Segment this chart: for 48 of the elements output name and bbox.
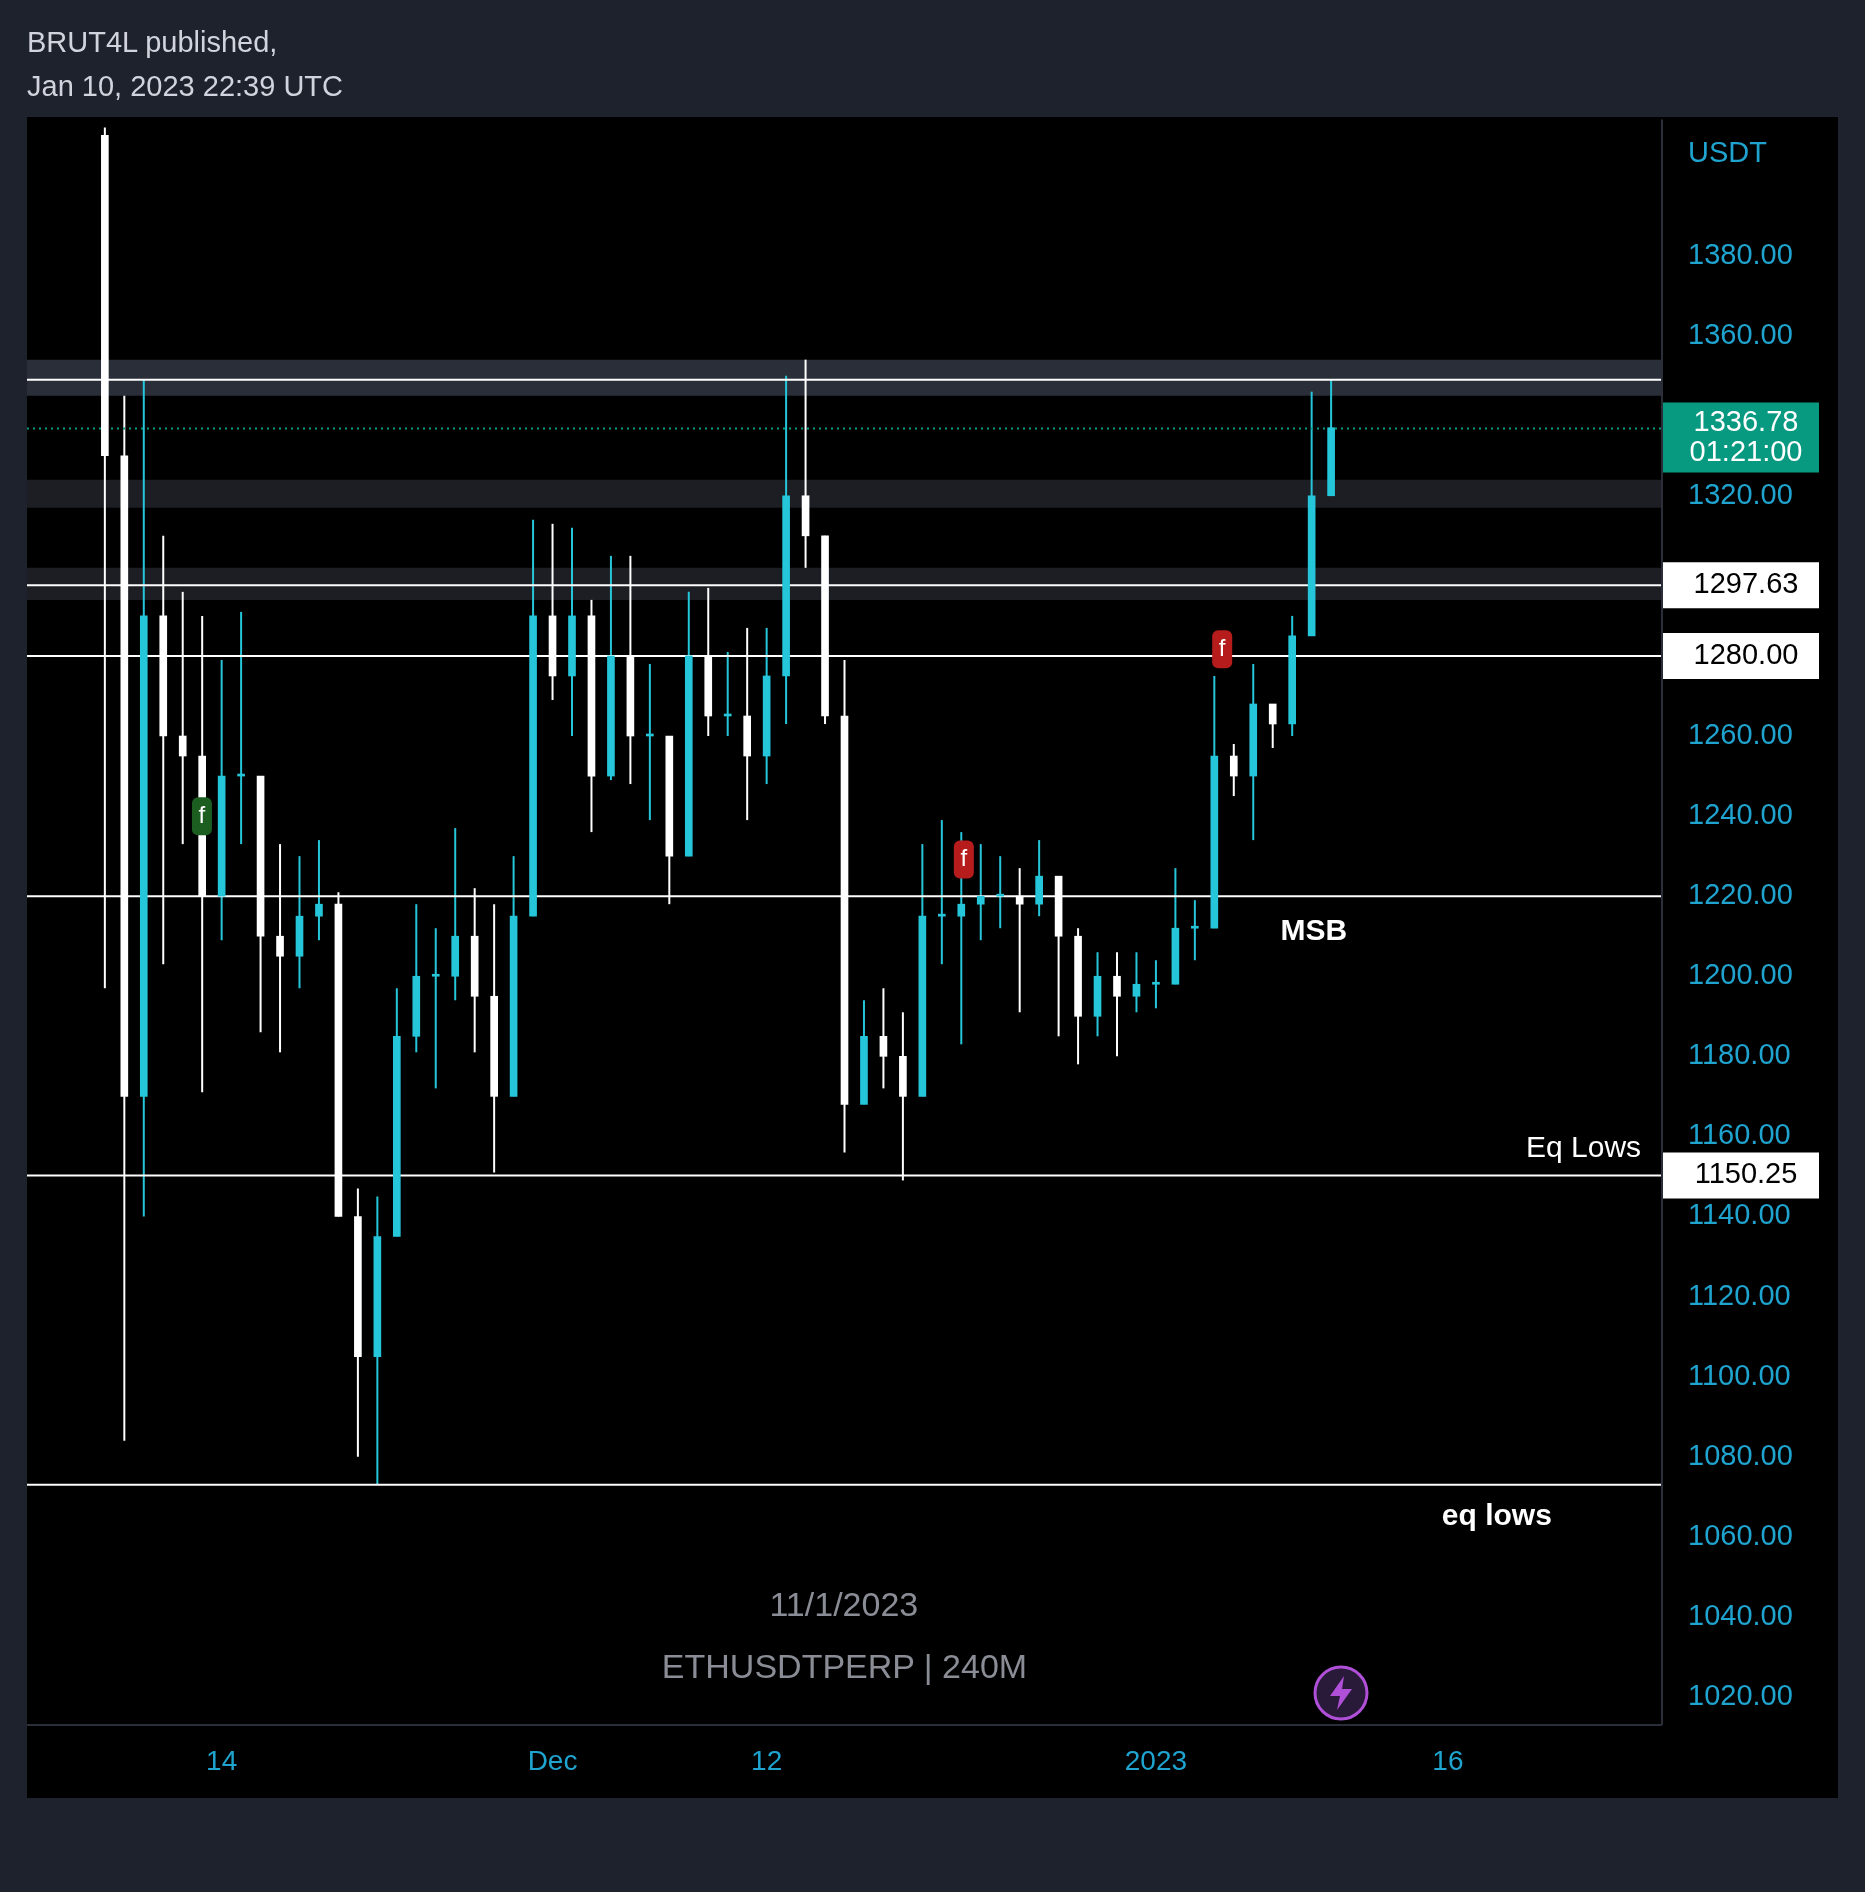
candlestick	[879, 987, 888, 1090]
ref-line-label: 1150.25	[1694, 1157, 1798, 1190]
y-tick-label: 1240.00	[1688, 798, 1793, 831]
annotation: MSB	[1280, 913, 1348, 947]
x-tick-label: 2023	[1124, 1744, 1188, 1776]
annotation: ETHUSDTPERP | 240M	[661, 1647, 1028, 1686]
y-axis-title: USDT	[1688, 136, 1768, 169]
annotation: eq lows	[1441, 1497, 1552, 1531]
y-tick-label: 1360.00	[1688, 317, 1793, 350]
annotation: f	[198, 800, 206, 828]
y-tick-label: 1100.00	[1688, 1358, 1791, 1391]
x-tick-label: 14	[206, 1744, 238, 1776]
candlestick	[431, 927, 440, 1090]
y-tick-label: 1320.00	[1688, 477, 1793, 510]
y-tick-label: 1160.00	[1688, 1118, 1791, 1151]
chart-title: BRUT4L published,	[27, 25, 279, 60]
x-tick-label: 16	[1432, 1744, 1464, 1776]
y-tick-label: 1140.00	[1688, 1198, 1791, 1231]
annotation: f	[1218, 633, 1226, 661]
candlestick	[1152, 959, 1160, 1010]
x-tick-label: Dec	[527, 1744, 578, 1776]
ref-line-label: 1280.00	[1693, 637, 1799, 670]
annotation: Eq Lows	[1525, 1129, 1642, 1163]
candlestick	[1132, 951, 1141, 1014]
candlestick	[1268, 702, 1277, 750]
y-tick-label: 1180.00	[1688, 1038, 1791, 1071]
annotation: 11/1/2023	[769, 1584, 919, 1623]
x-tick-label: 12	[751, 1744, 783, 1776]
candlestick	[976, 843, 985, 942]
y-tick-label: 1380.00	[1688, 237, 1793, 270]
y-tick-label: 1220.00	[1688, 878, 1793, 911]
y-tick-label: 1260.00	[1688, 718, 1793, 751]
y-tick-label: 1120.00	[1688, 1278, 1791, 1311]
candlestick	[315, 839, 323, 942]
y-tick-label: 1040.00	[1688, 1598, 1793, 1631]
ref-line-label: 1297.63	[1693, 567, 1799, 600]
chart-subtitle: Jan 10, 2023 22:39 UTC	[27, 69, 343, 104]
candlestick	[1229, 743, 1238, 798]
y-tick-label: 1060.00	[1688, 1518, 1793, 1551]
candlestick	[937, 819, 946, 966]
candlestick	[1191, 899, 1199, 962]
annotation: f	[960, 844, 968, 872]
y-tick-label: 1200.00	[1688, 958, 1793, 991]
candlestick	[996, 855, 1005, 930]
candlestick	[1113, 951, 1121, 1058]
y-tick-label: 1020.00	[1688, 1678, 1793, 1711]
y-tick-label: 1080.00	[1688, 1438, 1793, 1471]
ref-line-label: 1336.78 01:21:00	[1689, 404, 1803, 467]
